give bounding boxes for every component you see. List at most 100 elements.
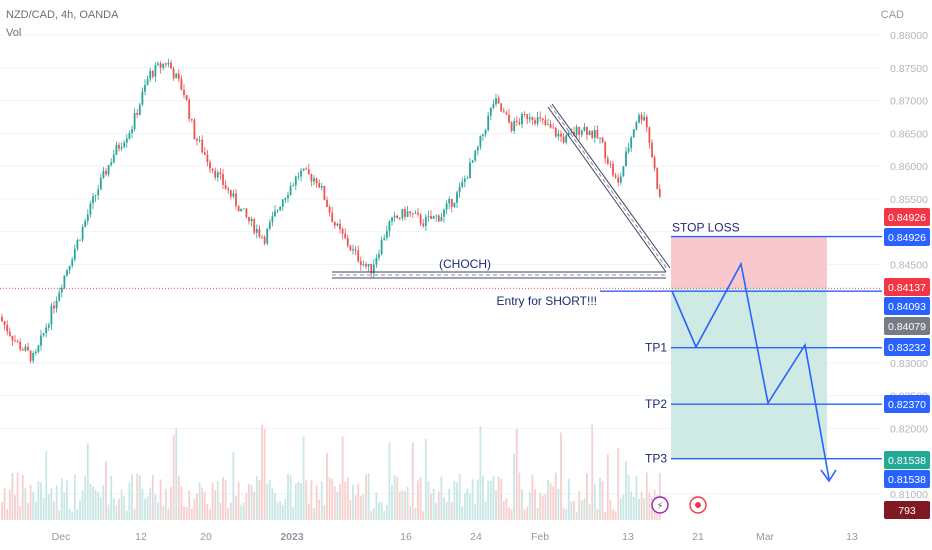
volume-bar bbox=[284, 498, 287, 520]
candle-body bbox=[583, 126, 586, 131]
candle-body bbox=[461, 181, 464, 187]
volume-bar bbox=[401, 490, 404, 520]
candle-body bbox=[518, 122, 521, 125]
price-tags: 0.84926 0.84926 0.84137 0.84093 0.84079 0.832… bbox=[884, 208, 930, 519]
candle-body bbox=[154, 64, 157, 77]
x-tick-label: Feb bbox=[531, 531, 549, 543]
volume-bar bbox=[185, 507, 188, 520]
volume-bar bbox=[50, 488, 53, 520]
candle-body bbox=[60, 287, 63, 293]
candle-body bbox=[151, 70, 154, 77]
volume-bar bbox=[151, 475, 154, 520]
candle-body bbox=[497, 98, 500, 104]
volume-bar bbox=[549, 483, 552, 520]
candle-body bbox=[300, 170, 302, 177]
candle-body bbox=[185, 94, 188, 100]
x-tick-label: 21 bbox=[692, 531, 704, 543]
price-tag-tp1 bbox=[884, 338, 930, 356]
volume-bar bbox=[406, 486, 409, 520]
candle-body bbox=[586, 126, 588, 136]
candle-body bbox=[297, 176, 300, 178]
volume-bar bbox=[526, 506, 529, 520]
volume-bar bbox=[370, 511, 373, 520]
volume-bar bbox=[414, 507, 417, 520]
volume-bar bbox=[227, 508, 230, 520]
volume-bar bbox=[521, 489, 523, 520]
candle-body bbox=[367, 263, 370, 267]
candle-body bbox=[115, 144, 118, 155]
volume-bar bbox=[211, 483, 214, 520]
x-tick-label: 20 bbox=[200, 531, 212, 543]
x-tick-label: Dec bbox=[52, 531, 71, 543]
volume-bar bbox=[508, 507, 510, 520]
volume-bar bbox=[619, 498, 622, 520]
lightning-glyph: ⚡ bbox=[656, 501, 663, 512]
candle-body bbox=[643, 116, 646, 121]
candle-body bbox=[79, 239, 81, 241]
candle-body bbox=[469, 162, 471, 179]
candle-body bbox=[326, 199, 328, 207]
candle-body bbox=[128, 132, 131, 139]
candle-body bbox=[203, 152, 206, 155]
volume-bar bbox=[125, 510, 128, 520]
price-tag-sl bbox=[884, 228, 930, 246]
candle-body bbox=[606, 158, 609, 164]
candle-body bbox=[237, 205, 240, 212]
candle-body bbox=[370, 263, 373, 274]
y-tick-label: 0.81000 bbox=[890, 489, 928, 501]
candle-body bbox=[526, 114, 529, 120]
candle-body bbox=[292, 185, 295, 187]
volume-bar bbox=[180, 486, 183, 520]
volume-bar bbox=[305, 480, 308, 520]
volume-bar bbox=[367, 473, 370, 520]
volume-bar bbox=[245, 493, 248, 520]
volume-bar bbox=[484, 501, 487, 520]
price-tag-current bbox=[884, 317, 930, 335]
volume-bar bbox=[417, 480, 419, 520]
candle-body bbox=[557, 133, 560, 137]
volume-bar bbox=[255, 476, 258, 520]
price-tag-tp1-text: 0.83232 bbox=[888, 342, 926, 354]
candle-body bbox=[328, 206, 331, 213]
x-tick-label: 2023 bbox=[280, 531, 304, 543]
tp3-label: TP3 bbox=[645, 452, 667, 466]
price-tag-tp3 bbox=[884, 470, 930, 488]
candle-body bbox=[125, 138, 128, 143]
volume-bar bbox=[235, 496, 237, 520]
price-tag-sl-text: 0.84926 bbox=[888, 232, 926, 244]
volume-bar bbox=[458, 473, 461, 520]
candle-body bbox=[614, 175, 617, 178]
volume-bar bbox=[79, 499, 81, 520]
candle-body bbox=[456, 192, 458, 203]
candle-body bbox=[372, 264, 375, 274]
candle-body bbox=[427, 215, 430, 217]
candle-body bbox=[388, 221, 391, 232]
volume-bar bbox=[209, 509, 211, 520]
volume-bar bbox=[66, 480, 68, 520]
volume-bar bbox=[648, 492, 651, 520]
candle-body bbox=[118, 144, 120, 149]
candle-body bbox=[172, 68, 175, 79]
volume-bar bbox=[346, 477, 349, 520]
projection-path bbox=[671, 261, 830, 480]
volume-bar bbox=[632, 497, 635, 520]
candle-body bbox=[404, 209, 406, 217]
candle-body bbox=[549, 124, 552, 128]
volume-bar bbox=[599, 477, 601, 520]
candle-body bbox=[448, 199, 451, 204]
volume-bar bbox=[73, 474, 76, 520]
volume-bar bbox=[336, 491, 339, 520]
volume-bar bbox=[513, 453, 516, 520]
candle-body bbox=[570, 131, 573, 133]
volume-bar bbox=[167, 508, 170, 520]
y-tick-label: 0.85500 bbox=[890, 194, 928, 206]
volume-bar bbox=[24, 487, 27, 520]
projection-arrowhead bbox=[820, 469, 837, 483]
candle-body bbox=[216, 172, 219, 178]
volume-bar bbox=[40, 482, 42, 520]
candle-body bbox=[302, 168, 305, 171]
candle-body bbox=[578, 126, 581, 135]
candle-body bbox=[281, 199, 284, 207]
volume-bar bbox=[6, 508, 9, 520]
